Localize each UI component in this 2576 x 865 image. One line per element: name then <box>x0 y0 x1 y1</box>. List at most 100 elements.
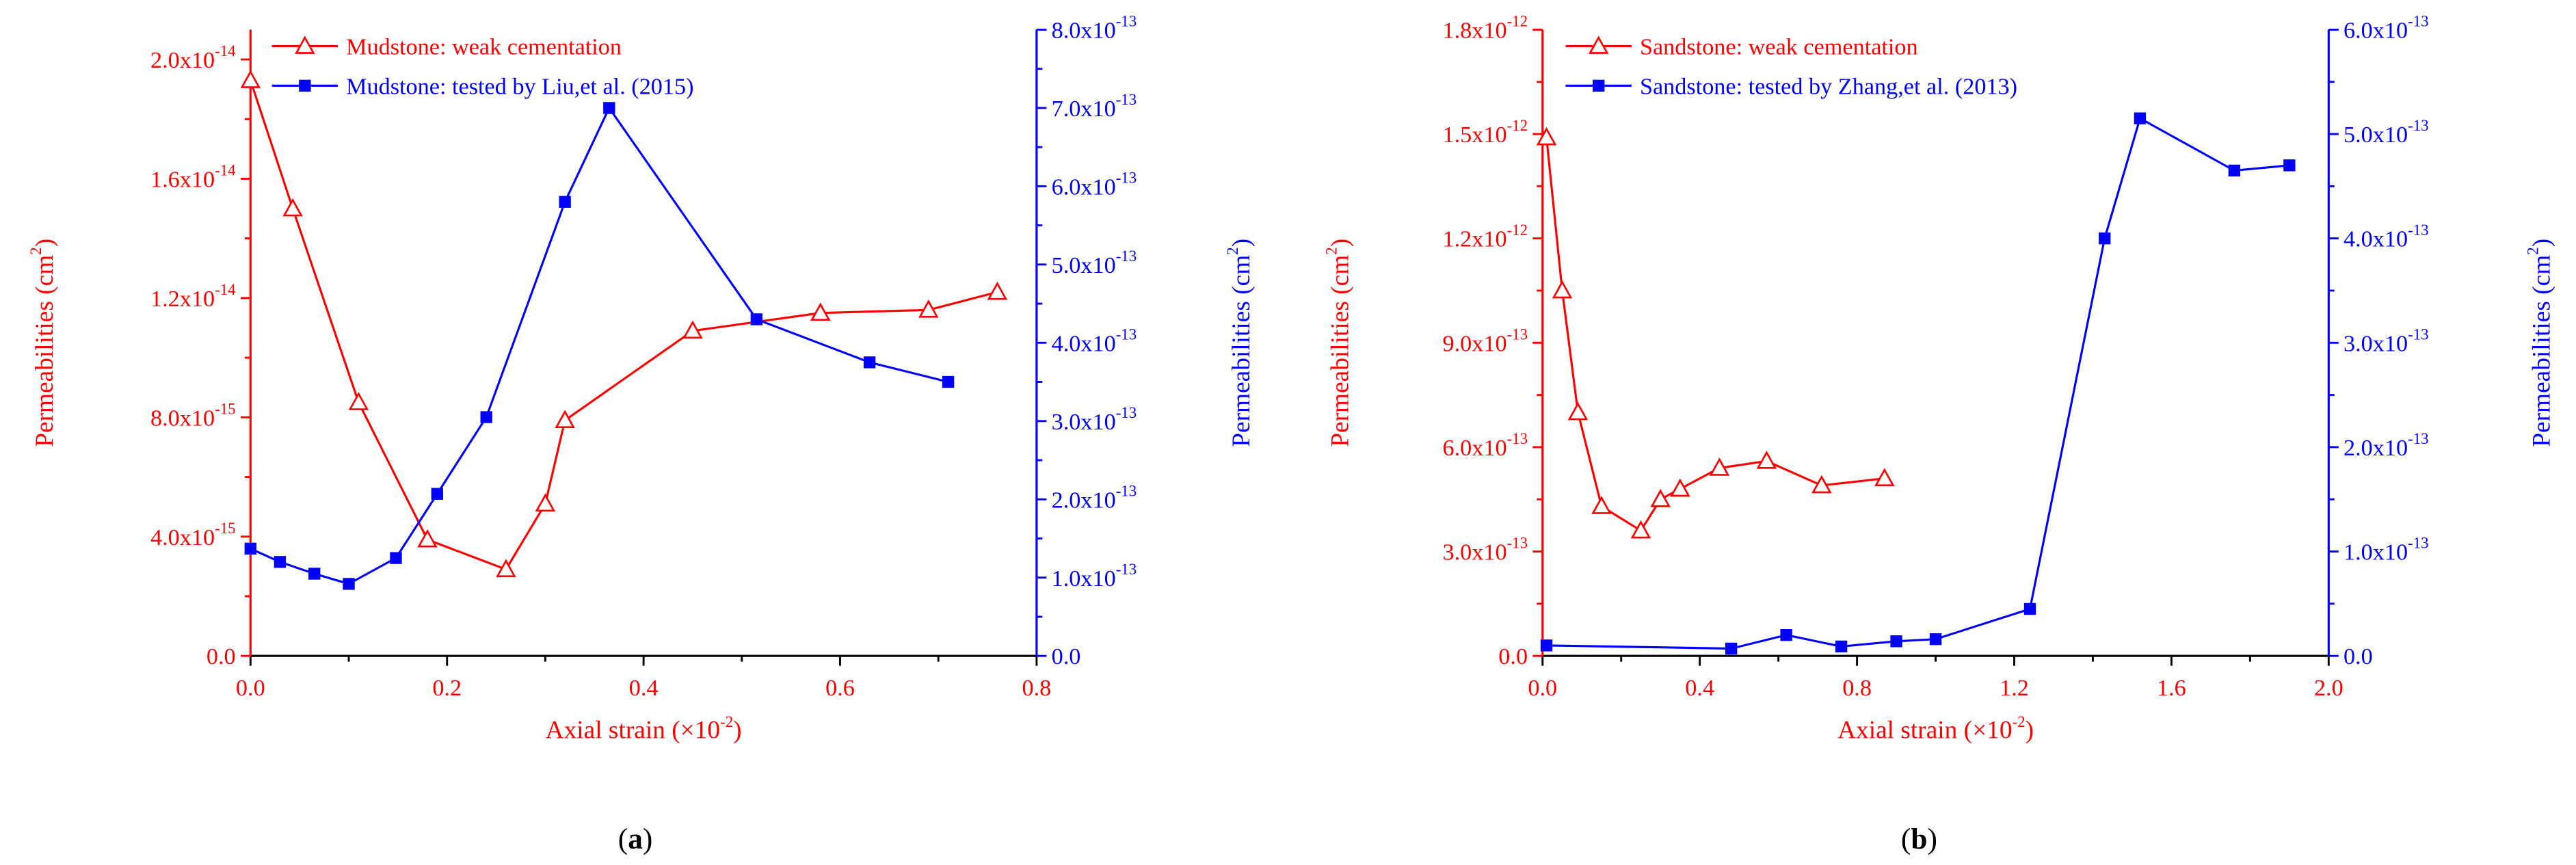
data-point <box>918 300 939 318</box>
series-line <box>1546 116 2289 650</box>
left-y-tick-mantissa: 3.0x10 <box>1442 540 1506 565</box>
chart-panel-b: 0.0 0.4 0.8 1.2 1.6 2.00.03.0x10-136.0x10-139… <box>1323 13 2556 856</box>
left-y-tick-exponent: -12 <box>1507 117 1528 134</box>
right-y-tick-label: 1.0x10-13 <box>2343 535 2429 565</box>
right-y-tick-mantissa: 2.0x10 <box>1052 488 1116 513</box>
data-point <box>480 411 492 423</box>
legend-label: Sandstone: tested by Zhang,et al. (2013) <box>1640 74 2017 99</box>
data-point <box>682 320 703 339</box>
x-axis-title-exponent: -2 <box>720 713 733 730</box>
left-y-tick-label: 1.2x10-12 <box>1442 222 1528 252</box>
right-y-tick-exponent: -13 <box>1116 91 1137 108</box>
left-y-tick-mantissa: 1.2x10 <box>150 287 215 312</box>
right-y-tick-mantissa: 6.0x10 <box>2343 18 2408 43</box>
right-y-tick-label: 5.0x10-13 <box>1052 248 1137 278</box>
left-y-tick-mantissa: 4.0x10 <box>150 525 215 550</box>
panel-label: (a) <box>618 823 653 855</box>
right-y-tick-exponent: -13 <box>1116 170 1137 187</box>
left-y-tick-exponent: -13 <box>1507 535 1528 552</box>
left-y-tick-mantissa: 1.5x10 <box>1442 122 1506 148</box>
right-y-axis-title: Permeabilities (cm2) <box>1224 239 1256 447</box>
legend-label: Mudstone: tested by Liu,et al. (2015) <box>346 74 693 99</box>
panel-label-open-paren: ( <box>618 823 628 855</box>
right-y-axis-title-suffix: ) <box>1227 239 1256 247</box>
left-y-tick-label: 0.0 <box>1498 644 1528 669</box>
data-point <box>496 559 516 578</box>
right-y-tick-mantissa: 4.0x10 <box>2343 227 2408 252</box>
right-y-tick-mantissa: 3.0x10 <box>2343 331 2408 356</box>
data-point <box>810 302 831 321</box>
data-point <box>750 313 763 325</box>
data-point <box>1591 496 1612 514</box>
right-y-tick-label: 1.0x10-13 <box>1052 561 1137 591</box>
right-y-tick-mantissa: 5.0x10 <box>1052 253 1116 278</box>
left-y-tick-mantissa: 6.0x10 <box>1442 436 1506 461</box>
right-y-tick-label: 5.0x10-13 <box>2343 117 2429 148</box>
data-point <box>1780 628 1792 641</box>
right-y-axis-title-suffix: ) <box>2527 239 2555 247</box>
x-axis-title-suffix: ) <box>733 717 741 745</box>
x-axis-title-suffix: ) <box>2026 717 2034 745</box>
left-y-tick-exponent: -14 <box>215 281 236 298</box>
right-y-axis-title-text: Permeabilities (cm <box>2527 255 2555 447</box>
panel-label-open-paren: ( <box>1901 823 1911 855</box>
x-axis-title: Axial strain (×10-2) <box>546 713 742 745</box>
x-tick-label: 0.4 <box>629 676 659 701</box>
data-point <box>343 578 355 590</box>
right-y-tick-label: 6.0x10-13 <box>1052 170 1137 200</box>
data-point <box>1890 635 1902 648</box>
left-y-tick-exponent: -14 <box>215 162 236 179</box>
legend-entry: Mudstone: tested by Liu,et al. (2015) <box>271 74 694 99</box>
left-y-tick-mantissa: 9.0x10 <box>1442 331 1506 356</box>
x-tick-label: 2.0 <box>2314 676 2343 701</box>
x-tick-label: 0.8 <box>1842 676 1872 701</box>
left-y-tick-exponent: -13 <box>1507 325 1528 343</box>
data-point <box>240 70 261 88</box>
left-y-tick-label: 8.0x10-15 <box>150 400 236 431</box>
right-y-tick-exponent: -13 <box>1116 13 1137 30</box>
right-y-tick-mantissa: 2.0x10 <box>2343 436 2408 461</box>
data-point <box>1756 451 1777 469</box>
legend-label: Mudstone: weak cementation <box>346 35 622 60</box>
right-y-tick-exponent: -13 <box>2408 325 2429 343</box>
right-y-tick-label: 4.0x10-13 <box>1052 325 1137 356</box>
right-y-tick-label: 0.0 <box>1052 644 1081 669</box>
series-blue <box>1540 112 2296 655</box>
data-point <box>1540 639 1553 652</box>
x-tick-label: 0.6 <box>825 676 855 701</box>
left-y-tick-label: 2.0x10-14 <box>150 42 236 73</box>
panel-label-letter: a <box>628 823 643 855</box>
right-y-tick-mantissa: 8.0x10 <box>1052 18 1116 43</box>
right-y-tick-exponent: -13 <box>1116 325 1137 343</box>
right-y-tick-exponent: -13 <box>2408 430 2429 447</box>
data-point <box>1835 640 1848 653</box>
right-y-tick-mantissa: 1.0x10 <box>1052 566 1116 591</box>
data-point <box>2283 159 2296 172</box>
right-y-axis-title-exponent: 2 <box>2524 247 2541 254</box>
data-point <box>1874 468 1895 487</box>
x-tick-label: 1.6 <box>2157 676 2186 701</box>
right-y-tick-exponent: -13 <box>1116 482 1137 499</box>
right-y-tick-label: 8.0x10-13 <box>1052 13 1137 44</box>
x-tick-label: 0.0 <box>236 676 265 701</box>
panel-label-close-paren: ) <box>1928 823 1937 855</box>
left-y-tick-exponent: -15 <box>215 400 236 417</box>
data-point <box>1536 127 1557 146</box>
x-axis-title-text: Axial strain (×10 <box>1837 717 2012 745</box>
left-y-tick-label: 3.0x10-13 <box>1442 535 1528 565</box>
data-point <box>863 356 876 369</box>
right-y-tick-label: 3.0x10-13 <box>1052 404 1137 435</box>
right-y-tick-exponent: -13 <box>2408 222 2429 239</box>
data-point <box>274 556 287 568</box>
data-point <box>417 529 438 548</box>
left-y-tick-mantissa: 2.0x10 <box>150 48 215 73</box>
left-y-tick-mantissa: 0.0 <box>207 644 236 669</box>
data-point <box>282 198 303 217</box>
data-point <box>348 392 369 410</box>
x-tick-label: 0.2 <box>432 676 462 701</box>
data-point <box>2099 232 2111 245</box>
data-point <box>987 281 1008 300</box>
right-y-tick-label: 3.0x10-13 <box>2343 325 2429 356</box>
left-y-tick-mantissa: 0.0 <box>1498 644 1528 669</box>
